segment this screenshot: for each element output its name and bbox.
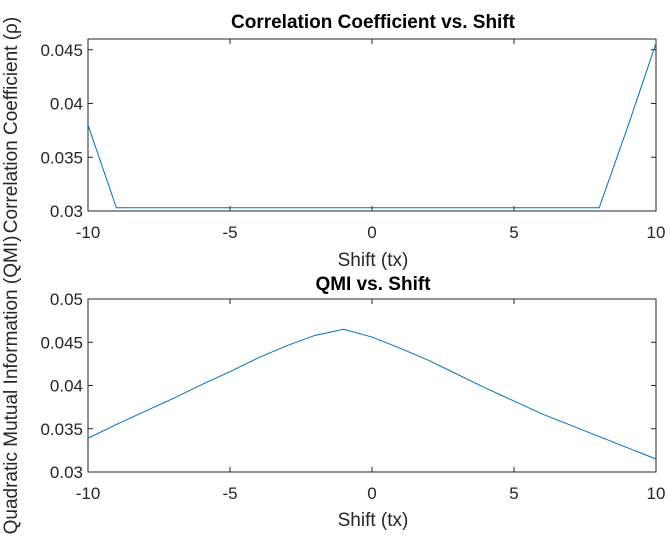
- chart-qmi: QMI vs. Shift -10 -5 0 5 10 0.03 0.035 0.04 0.04…: [1, 236, 665, 535]
- x-tick-label: 10: [647, 223, 666, 242]
- x-tick-label: 5: [509, 484, 518, 503]
- tick-group: -10 -5 0 5 10 0.03 0.035 0.04 0.045 0.05: [40, 290, 665, 503]
- x-tick-label: -10: [76, 223, 101, 242]
- chart-correlation: Correlation Coefficient vs. Shift -10 -5 0…: [1, 12, 665, 271]
- series-line: [87, 328, 657, 460]
- x-tick-label: -10: [76, 484, 101, 503]
- x-tick-label: 0: [367, 484, 376, 503]
- y-tick-label: 0.035: [40, 148, 83, 167]
- y-axis-label: Quadratic Mutual Information (QMI): [1, 236, 22, 535]
- x-axis-label: Shift (tx): [338, 250, 409, 271]
- x-tick-label: 0: [367, 223, 376, 242]
- y-tick-label: 0.045: [40, 41, 83, 60]
- y-tick-label: 0.04: [50, 377, 83, 396]
- tick-group: -10 -5 0 5 10 0.03 0.035 0.04 0.045: [40, 39, 665, 242]
- y-tick-label: 0.045: [40, 333, 83, 352]
- x-tick-label: 5: [509, 223, 518, 242]
- chart-title: Correlation Coefficient vs. Shift: [231, 12, 516, 33]
- x-tick-label: 10: [647, 484, 666, 503]
- y-tick-label: 0.05: [50, 290, 83, 309]
- plot-frame: [87, 38, 657, 212]
- x-tick-label: -5: [222, 484, 237, 503]
- y-tick-label: 0.035: [40, 420, 83, 439]
- y-tick-label: 0.03: [50, 202, 83, 221]
- x-axis-label: Shift (tx): [338, 510, 409, 531]
- chart-title: QMI vs. Shift: [315, 274, 431, 295]
- x-tick-label: -5: [222, 223, 237, 242]
- series-line: [87, 43, 657, 209]
- y-axis-label: Correlation Coefficient (ρ): [1, 17, 22, 233]
- y-tick-label: 0.03: [50, 463, 83, 482]
- y-tick-label: 0.04: [50, 95, 83, 114]
- plot-frame: [87, 298, 657, 473]
